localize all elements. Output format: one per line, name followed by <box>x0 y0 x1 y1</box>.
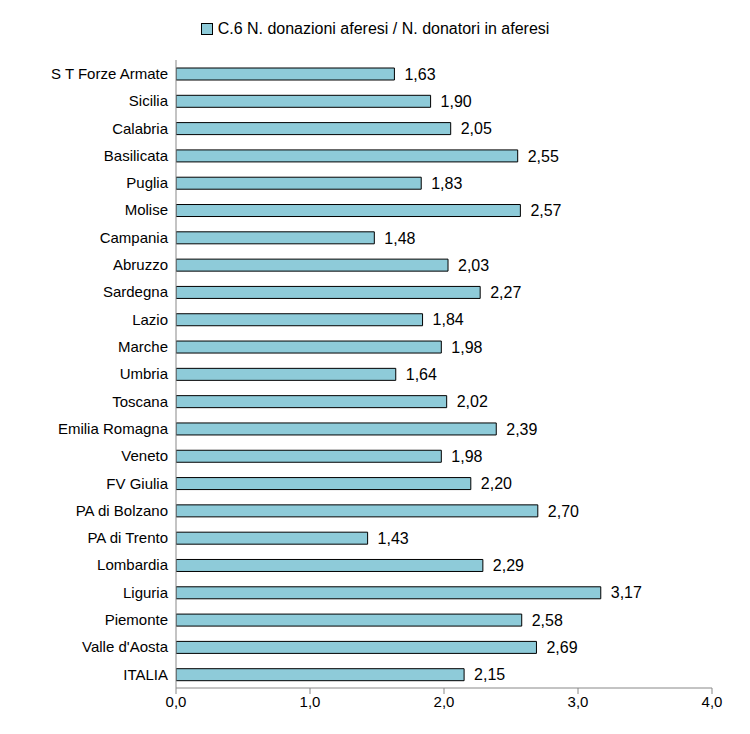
svg-text:2,58: 2,58 <box>532 612 563 629</box>
svg-text:Valle d'Aosta: Valle d'Aosta <box>82 638 169 655</box>
svg-text:1,43: 1,43 <box>378 530 409 547</box>
svg-text:2,15: 2,15 <box>474 666 505 683</box>
svg-text:Puglia: Puglia <box>126 174 168 191</box>
svg-text:4,0: 4,0 <box>702 693 723 710</box>
svg-text:2,69: 2,69 <box>546 639 577 656</box>
svg-text:2,55: 2,55 <box>528 148 559 165</box>
svg-text:Liguria: Liguria <box>123 584 169 601</box>
svg-text:1,84: 1,84 <box>433 311 464 328</box>
svg-text:Toscana: Toscana <box>112 393 169 410</box>
svg-text:2,20: 2,20 <box>481 475 512 492</box>
svg-text:2,02: 2,02 <box>457 393 488 410</box>
svg-text:Calabria: Calabria <box>112 120 169 137</box>
svg-text:Lazio: Lazio <box>132 311 168 328</box>
svg-text:Veneto: Veneto <box>121 447 168 464</box>
svg-text:Piemonte: Piemonte <box>105 611 168 628</box>
svg-text:Marche: Marche <box>118 338 168 355</box>
svg-text:1,83: 1,83 <box>431 175 462 192</box>
svg-text:Umbria: Umbria <box>120 365 169 382</box>
svg-text:2,0: 2,0 <box>434 693 455 710</box>
svg-text:1,48: 1,48 <box>384 230 415 247</box>
svg-text:2,05: 2,05 <box>461 120 492 137</box>
svg-text:S T Forze Armate: S T Forze Armate <box>51 65 168 82</box>
svg-text:3,17: 3,17 <box>611 584 642 601</box>
svg-text:Basilicata: Basilicata <box>104 147 169 164</box>
svg-text:PA di Bolzano: PA di Bolzano <box>76 502 168 519</box>
svg-text:1,0: 1,0 <box>300 693 321 710</box>
svg-text:Sardegna: Sardegna <box>103 283 169 300</box>
svg-text:1,63: 1,63 <box>404 66 435 83</box>
html-text:C.6 N. donazioni aferesi / N.: C.6 N. donazioni aferesi / N. donatori i… <box>217 20 550 37</box>
svg-text:1,98: 1,98 <box>451 339 482 356</box>
svg-text:0,0: 0,0 <box>166 693 187 710</box>
svg-text:2,39: 2,39 <box>506 421 537 438</box>
svg-text:Sicilia: Sicilia <box>129 92 169 109</box>
svg-text:2,03: 2,03 <box>458 257 489 274</box>
svg-text:2,70: 2,70 <box>548 503 579 520</box>
svg-text:1,98: 1,98 <box>451 448 482 465</box>
svg-text:ITALIA: ITALIA <box>123 666 168 683</box>
svg-text:PA di Trento: PA di Trento <box>87 529 168 546</box>
svg-text:Abruzzo: Abruzzo <box>113 256 168 273</box>
svg-text:2,29: 2,29 <box>493 557 524 574</box>
svg-text:1,64: 1,64 <box>406 366 437 383</box>
svg-text:Lombardia: Lombardia <box>97 556 169 573</box>
svg-text:Molise: Molise <box>125 201 168 218</box>
svg-text:Emilia Romagna: Emilia Romagna <box>58 420 169 437</box>
svg-text:3,0: 3,0 <box>568 693 589 710</box>
svg-text:Campania: Campania <box>100 229 169 246</box>
svg-text:1,90: 1,90 <box>441 93 472 110</box>
svg-text:2,57: 2,57 <box>530 202 561 219</box>
svg-text:FV Giulia: FV Giulia <box>106 475 168 492</box>
svg-text:2,27: 2,27 <box>490 284 521 301</box>
